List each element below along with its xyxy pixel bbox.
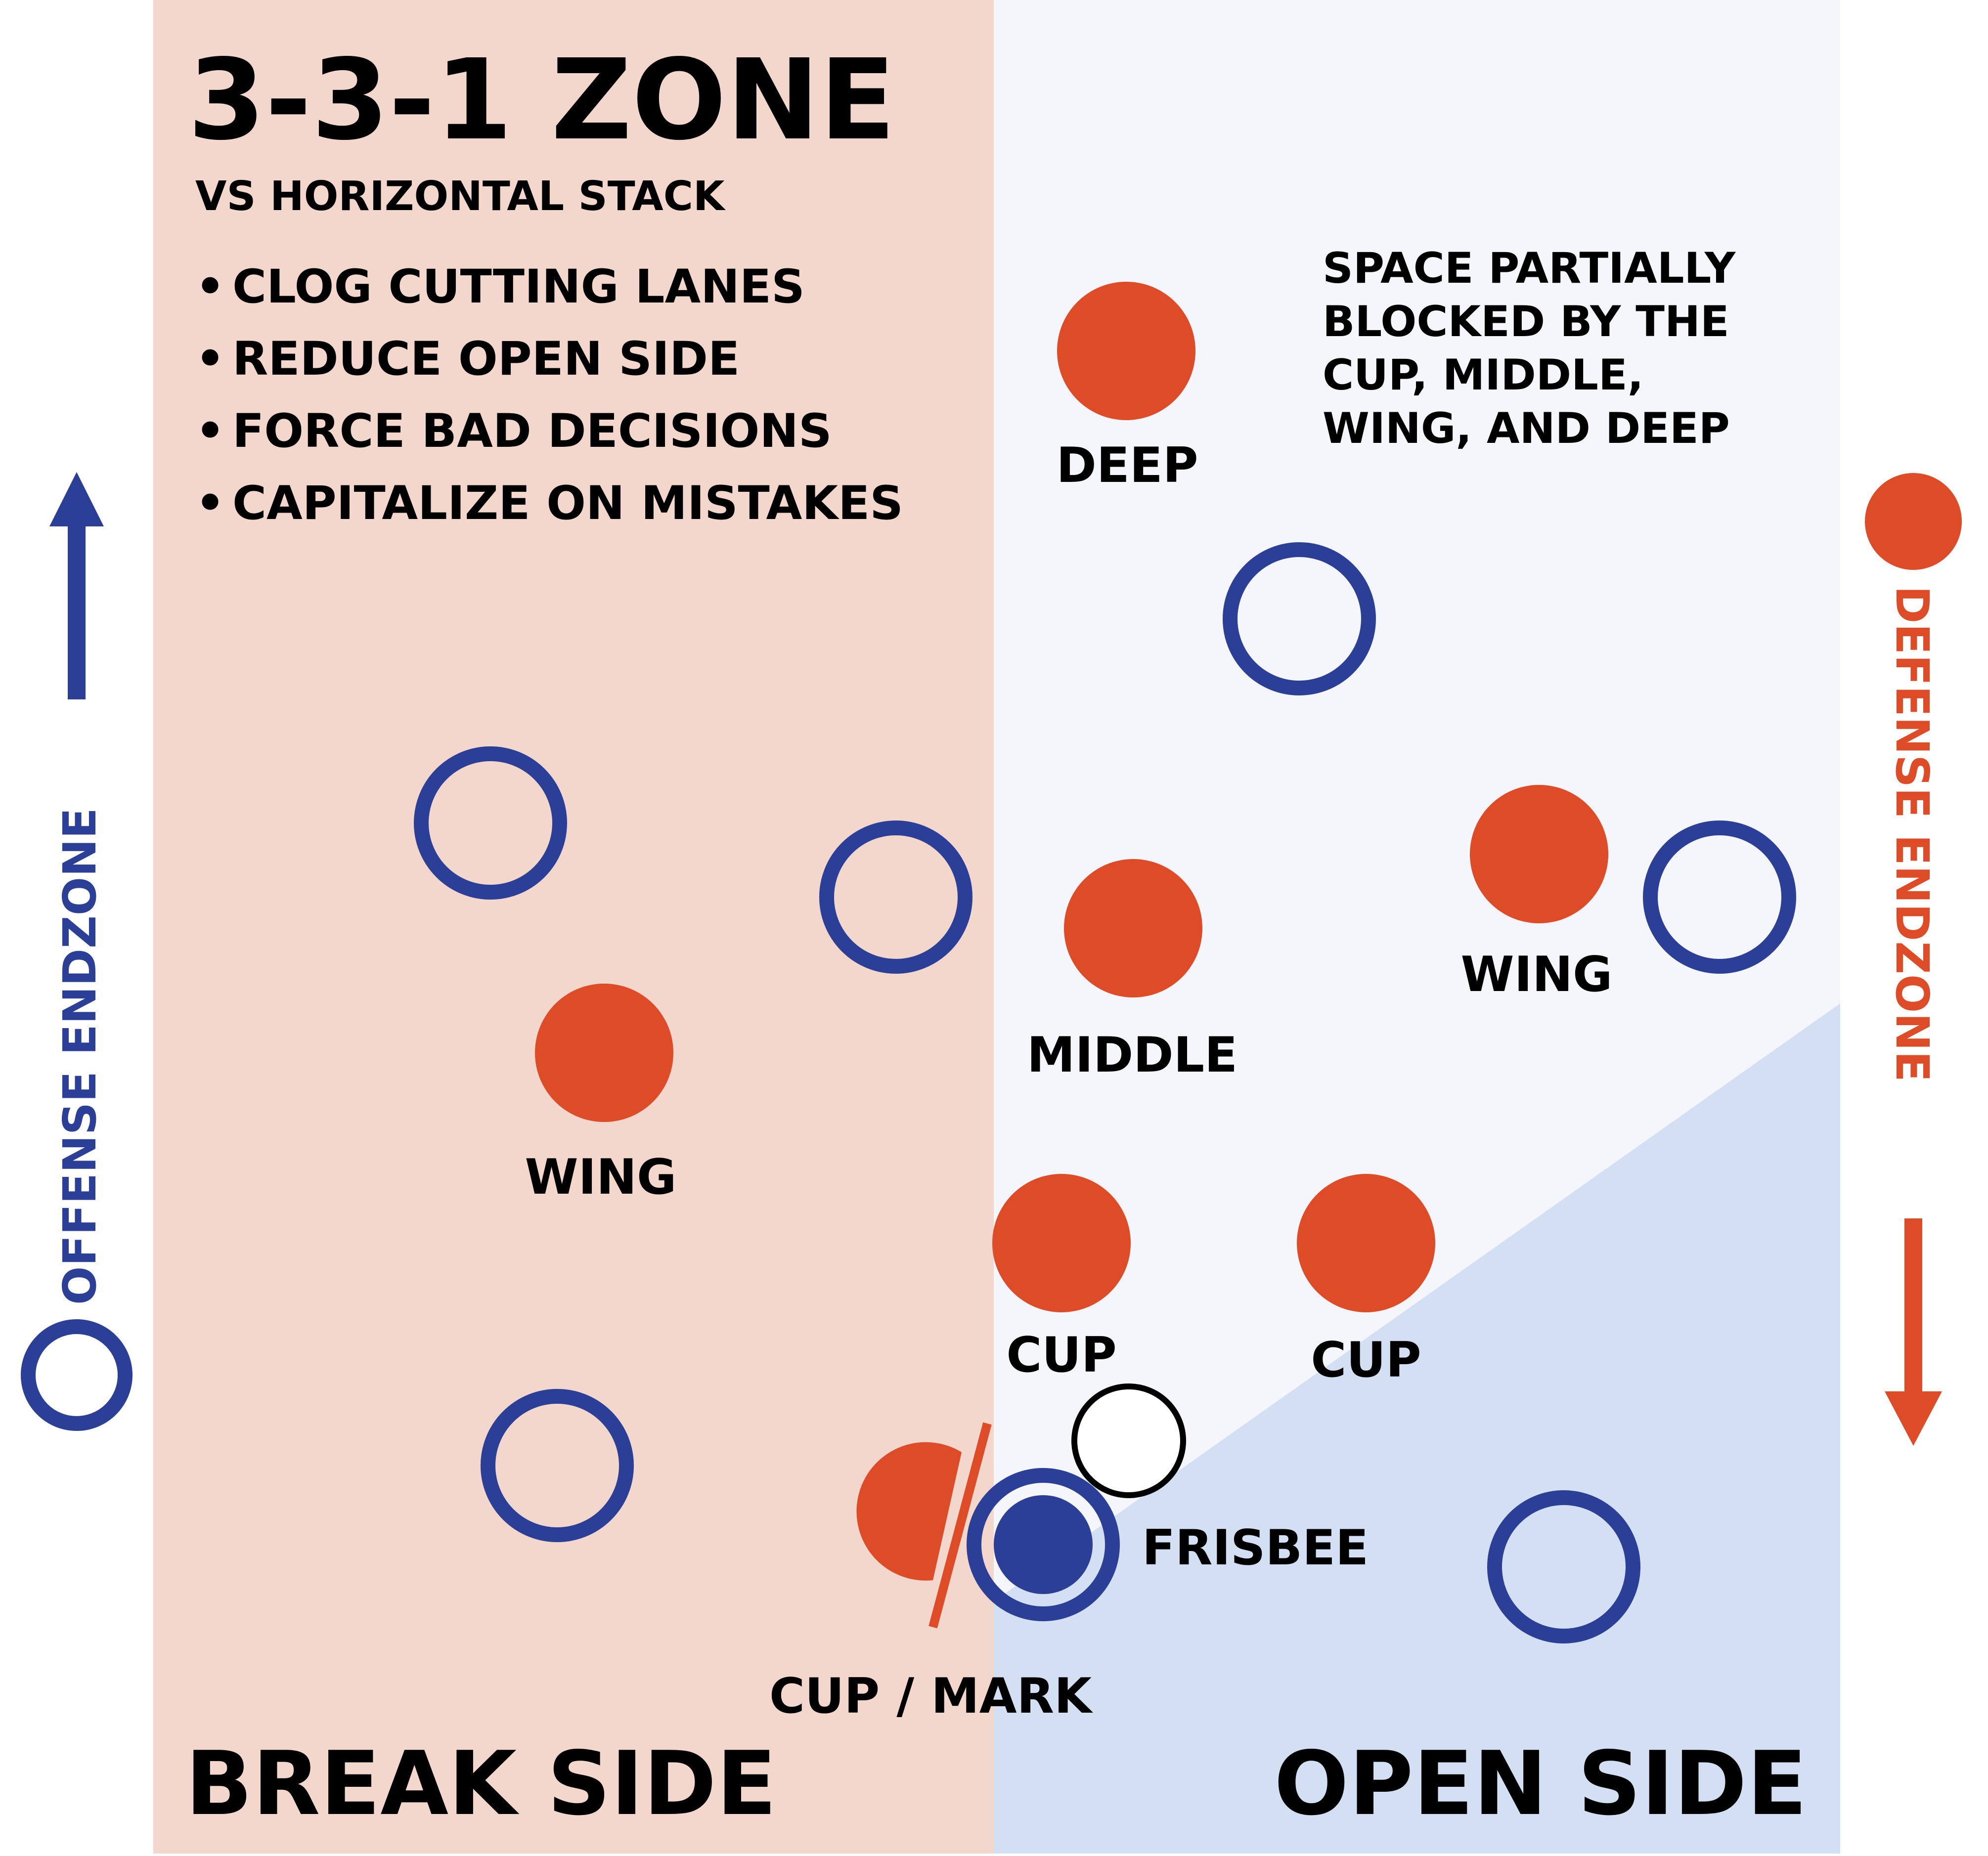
defense-endzone-label: DEFENSE ENDZONE — [1886, 586, 1939, 1082]
defense-legend-icon — [1865, 473, 1962, 570]
space-note-line: CUP, MIDDLE, — [1323, 350, 1643, 400]
subtitle: VS HORIZONTAL STACK — [195, 173, 726, 220]
offense-player — [1223, 542, 1376, 695]
defense-wing-right — [1470, 785, 1608, 923]
defense-players — [535, 282, 1608, 1581]
label-middle: MIDDLE — [1027, 1027, 1237, 1083]
offense-player — [414, 746, 567, 900]
goal-bullet: • — [195, 476, 225, 530]
defense-arrow-head — [1885, 1391, 1942, 1446]
label-frisbee: FRISBEE — [1142, 1520, 1369, 1576]
goal-bullet: • — [195, 260, 225, 314]
goal-item: REDUCE OPEN SIDE — [232, 332, 740, 386]
defense-cup-right — [1297, 1174, 1435, 1312]
label-cup-right: CUP — [1311, 1332, 1421, 1388]
offense-player — [1643, 820, 1796, 974]
offense-endzone-label: OFFENSE ENDZONE — [53, 808, 106, 1305]
space-note-line: SPACE PARTIALLY — [1323, 244, 1736, 293]
space-note-line: BLOCKED BY THE — [1323, 297, 1729, 346]
break-side-label: BREAK SIDE — [185, 1732, 777, 1835]
defense-cup-left — [992, 1174, 1131, 1312]
offense-arrow-shaft — [68, 519, 86, 699]
goal-item: CAPITALIZE ON MISTAKES — [232, 476, 903, 530]
goal-list: • CLOG CUTTING LANES • REDUCE OPEN SIDE … — [195, 260, 903, 530]
offense-legend-icon — [21, 1319, 133, 1431]
open-lane-region — [994, 1003, 1840, 1854]
page-title: 3-3-1 ZONE — [188, 36, 895, 165]
label-wing-left: WING — [525, 1149, 676, 1206]
defense-deep — [1057, 282, 1195, 420]
offense-player — [819, 820, 972, 974]
goal-item: FORCE BAD DECISIONS — [232, 404, 832, 458]
defense-cup-mark — [856, 1442, 962, 1581]
space-note-line: WING, AND DEEP — [1323, 404, 1730, 453]
frisbee-disc-held — [994, 1495, 1093, 1594]
offense-arrow-head — [49, 472, 104, 526]
open-side-label: OPEN SIDE — [1274, 1732, 1807, 1835]
goal-bullet: • — [195, 332, 225, 386]
label-wing-right: WING — [1460, 947, 1612, 1003]
mark-line — [928, 1422, 992, 1629]
thrower-offense-player — [967, 1468, 1120, 1621]
frisbee-disc — [1071, 1383, 1186, 1498]
label-cup-mark: CUP / MARK — [769, 1668, 1093, 1725]
defense-arrow-shaft — [1904, 1218, 1922, 1409]
goal-item: CLOG CUTTING LANES — [232, 260, 805, 314]
defense-wing-left — [535, 984, 673, 1122]
label-cup-left: CUP — [1006, 1327, 1116, 1383]
space-note: SPACE PARTIALLY BLOCKED BY THE CUP, MIDD… — [1323, 244, 1736, 453]
goal-bullet: • — [195, 404, 225, 458]
offense-players — [414, 542, 1796, 1643]
offense-player — [1487, 1490, 1640, 1643]
break-side-region — [153, 0, 994, 1854]
offense-player — [481, 1389, 634, 1542]
position-labels: DEEP MIDDLE WING WING CUP CUP FRISBEE CU… — [525, 437, 1612, 1725]
defense-middle — [1064, 859, 1202, 997]
label-deep: DEEP — [1056, 437, 1198, 494]
